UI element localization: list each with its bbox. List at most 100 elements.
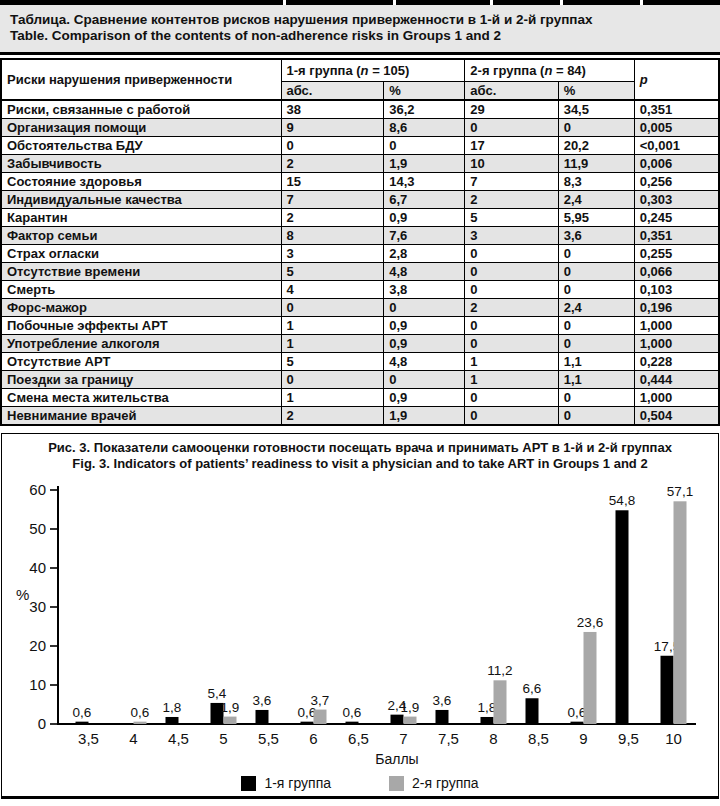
legend-item-group1: 1-я группа bbox=[241, 775, 331, 791]
header-p-col: p bbox=[634, 59, 719, 100]
table-row: Карантин20,955,950,245 bbox=[1, 209, 719, 227]
x-tick-label: 7 bbox=[399, 730, 407, 747]
comparison-table: Риски нарушения приверженности 1-я групп… bbox=[0, 58, 720, 426]
value-cell: 34,5 bbox=[558, 100, 634, 119]
value-cell: 0,444 bbox=[634, 371, 719, 389]
value-cell: 0 bbox=[465, 245, 558, 263]
table-row: Обстоятельства БДУ001720,2<0,001 bbox=[1, 137, 719, 155]
x-tick-label: 7,5 bbox=[438, 730, 459, 747]
bar-group1 bbox=[571, 722, 584, 724]
value-cell: 0,103 bbox=[634, 281, 719, 299]
risk-name-cell: Риски, связанные с работой bbox=[1, 100, 281, 119]
risk-name-cell: Забывчивость bbox=[1, 155, 281, 173]
bar-group1 bbox=[256, 710, 269, 724]
risk-name-cell: Фактор семьи bbox=[1, 227, 281, 245]
figure-caption-ru: Рис. 3. Показатели самооценки готовности… bbox=[2, 440, 718, 456]
value-cell: 1,1 bbox=[558, 371, 634, 389]
y-tick-label: 10 bbox=[29, 676, 46, 693]
value-cell: 0,066 bbox=[634, 263, 719, 281]
risk-name-cell: Карантин bbox=[1, 209, 281, 227]
header-risk-col: Риски нарушения приверженности bbox=[1, 59, 281, 100]
value-cell: 0 bbox=[558, 389, 634, 407]
value-cell: 0,351 bbox=[634, 227, 719, 245]
value-cell: 7 bbox=[281, 191, 384, 209]
value-cell: 0 bbox=[281, 299, 384, 317]
value-cell: 1,9 bbox=[384, 155, 465, 173]
value-cell: 0 bbox=[558, 317, 634, 335]
bar-value-label: 23,6 bbox=[577, 615, 603, 630]
bar-group1 bbox=[346, 722, 359, 724]
figure-box: Рис. 3. Показатели самооценки готовности… bbox=[1, 433, 719, 799]
value-cell: 5 bbox=[281, 263, 384, 281]
value-cell: 0,9 bbox=[384, 209, 465, 227]
value-cell: 3,6 bbox=[558, 227, 634, 245]
value-cell: 29 bbox=[465, 100, 558, 119]
header-group1: 1-я группа (n = 105) bbox=[281, 59, 465, 81]
header-pct1: % bbox=[384, 81, 465, 100]
bar-group1 bbox=[391, 715, 404, 724]
bar-value-label: 0,6 bbox=[131, 705, 150, 720]
value-cell: 0,504 bbox=[634, 407, 719, 426]
value-cell: 1,000 bbox=[634, 335, 719, 353]
bar-value-label: 1,9 bbox=[401, 700, 420, 715]
value-cell: 2,4 bbox=[558, 191, 634, 209]
x-tick-label: 9,5 bbox=[618, 730, 639, 747]
bar-group1 bbox=[436, 710, 449, 724]
table-row: Состояние здоровья1514,378,30,256 bbox=[1, 173, 719, 191]
bar-group2 bbox=[584, 632, 597, 724]
value-cell: 0 bbox=[465, 119, 558, 137]
value-cell: 20,2 bbox=[558, 137, 634, 155]
value-cell: 0 bbox=[465, 317, 558, 335]
value-cell: 0 bbox=[558, 407, 634, 426]
table-body: Риски, связанные с работой3836,22934,50,… bbox=[1, 100, 719, 425]
value-cell: 0,9 bbox=[384, 317, 465, 335]
risk-name-cell: Отсутствие времени bbox=[1, 263, 281, 281]
x-tick-label: 6,5 bbox=[348, 730, 369, 747]
y-tick-label: 40 bbox=[29, 559, 46, 576]
risk-name-cell: Отсутствие АРТ bbox=[1, 353, 281, 371]
risk-name-cell: Форс-мажор bbox=[1, 299, 281, 317]
value-cell: 0,245 bbox=[634, 209, 719, 227]
value-cell: 17 bbox=[465, 137, 558, 155]
y-tick-label: 30 bbox=[29, 598, 46, 615]
value-cell: 7 bbox=[465, 173, 558, 191]
table-row: Смена места жительства10,9001,000 bbox=[1, 389, 719, 407]
bar-group1 bbox=[76, 722, 89, 724]
value-cell: 3,8 bbox=[384, 281, 465, 299]
legend-label-group2: 2-я группа bbox=[412, 775, 479, 791]
table-row: Невнимание врачей21,9000,504 bbox=[1, 407, 719, 426]
table-row: Побочные эффекты АРТ10,9001,000 bbox=[1, 317, 719, 335]
value-cell: 9 bbox=[281, 119, 384, 137]
value-cell: 4,8 bbox=[384, 353, 465, 371]
bar-group1 bbox=[526, 698, 539, 724]
value-cell: 4,8 bbox=[384, 263, 465, 281]
bar-group2 bbox=[224, 717, 237, 724]
header-abs2: абс. bbox=[465, 81, 558, 100]
bar-group2 bbox=[134, 722, 147, 724]
value-cell: 0 bbox=[281, 371, 384, 389]
value-cell: 0 bbox=[558, 245, 634, 263]
value-cell: 0 bbox=[465, 407, 558, 426]
value-cell: 2,4 bbox=[558, 299, 634, 317]
bar-group1 bbox=[661, 656, 674, 724]
bar-value-label: 57,1 bbox=[667, 484, 693, 499]
table-row: Организация помощи98,6000,005 bbox=[1, 119, 719, 137]
x-tick-label: 4,5 bbox=[168, 730, 189, 747]
value-cell: 2 bbox=[465, 191, 558, 209]
risk-name-cell: Невнимание врачей bbox=[1, 407, 281, 426]
chart-legend: 1-я группа 2-я группа bbox=[2, 775, 718, 791]
header-abs1: абс. bbox=[281, 81, 384, 100]
value-cell: 1 bbox=[281, 317, 384, 335]
value-cell: 8,3 bbox=[558, 173, 634, 191]
value-cell: 8,6 bbox=[384, 119, 465, 137]
group1-swatch bbox=[241, 776, 256, 791]
x-axis-label: Баллы bbox=[375, 751, 418, 767]
table-row: Риски, связанные с работой3836,22934,50,… bbox=[1, 100, 719, 119]
risk-name-cell: Смерть bbox=[1, 281, 281, 299]
value-cell: 2 bbox=[465, 299, 558, 317]
value-cell: 1,000 bbox=[634, 389, 719, 407]
value-cell: 0 bbox=[465, 263, 558, 281]
value-cell: 3 bbox=[465, 227, 558, 245]
value-cell: <0,001 bbox=[634, 137, 719, 155]
page-crop-remnant bbox=[0, 0, 720, 5]
